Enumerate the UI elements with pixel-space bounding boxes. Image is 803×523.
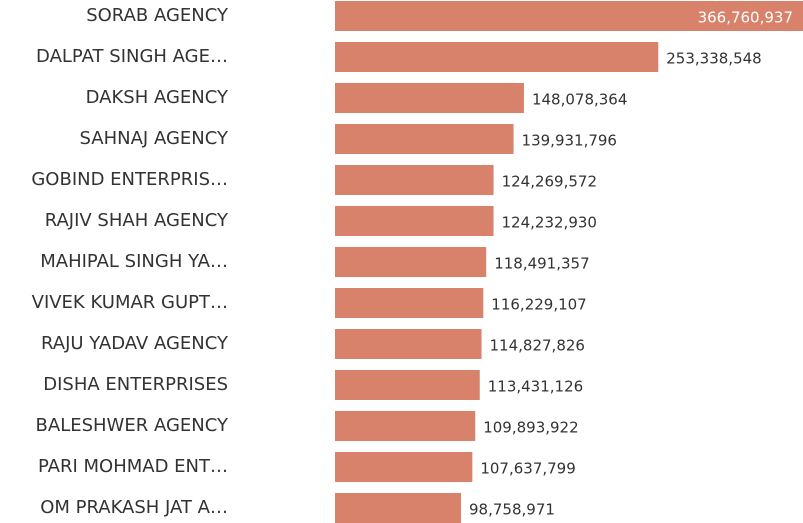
bar [335, 247, 487, 277]
value-label: 124,269,572 [502, 173, 597, 191]
category-label: PARI MOHMAD ENT… [38, 456, 228, 477]
value-label: 109,893,922 [483, 419, 578, 437]
category-label: VIVEK KUMAR GUPT… [32, 292, 228, 313]
category-label: DISHA ENTERPRISES [43, 374, 228, 395]
bar [335, 329, 482, 359]
value-label: 253,338,548 [666, 50, 761, 68]
value-label: 118,491,357 [494, 255, 589, 273]
category-label: DALPAT SINGH AGE… [36, 46, 228, 67]
value-label: 116,229,107 [491, 296, 586, 314]
category-label: SAHNAJ AGENCY [80, 128, 229, 149]
bar [335, 370, 480, 400]
value-label: 107,637,799 [480, 460, 575, 478]
value-label: 148,078,364 [532, 91, 627, 109]
category-label: GOBIND ENTERPRIS… [31, 169, 228, 190]
category-label: RAJIV SHAH AGENCY [45, 210, 229, 231]
value-label: 114,827,826 [490, 337, 585, 355]
category-label: DAKSH AGENCY [86, 87, 229, 108]
bar [335, 411, 476, 441]
bar [335, 493, 462, 523]
category-label: BALESHWER AGENCY [36, 415, 229, 436]
bar [335, 288, 484, 318]
category-label: OM PRAKASH JAT A… [40, 497, 228, 518]
bar [335, 83, 524, 113]
value-label: 139,931,796 [522, 132, 617, 150]
bar [335, 42, 659, 72]
bar [335, 165, 494, 195]
bar [335, 452, 473, 482]
category-label: SORAB AGENCY [86, 5, 229, 26]
category-label: MAHIPAL SINGH YA… [40, 251, 228, 272]
bar [335, 124, 514, 154]
bar [335, 206, 494, 236]
value-label: 113,431,126 [488, 378, 583, 396]
value-label: 124,232,930 [502, 214, 597, 232]
value-label: 98,758,971 [469, 501, 555, 519]
bar [335, 1, 803, 31]
value-label: 366,760,937 [698, 9, 793, 27]
category-label: RAJU YADAV AGENCY [41, 333, 229, 354]
